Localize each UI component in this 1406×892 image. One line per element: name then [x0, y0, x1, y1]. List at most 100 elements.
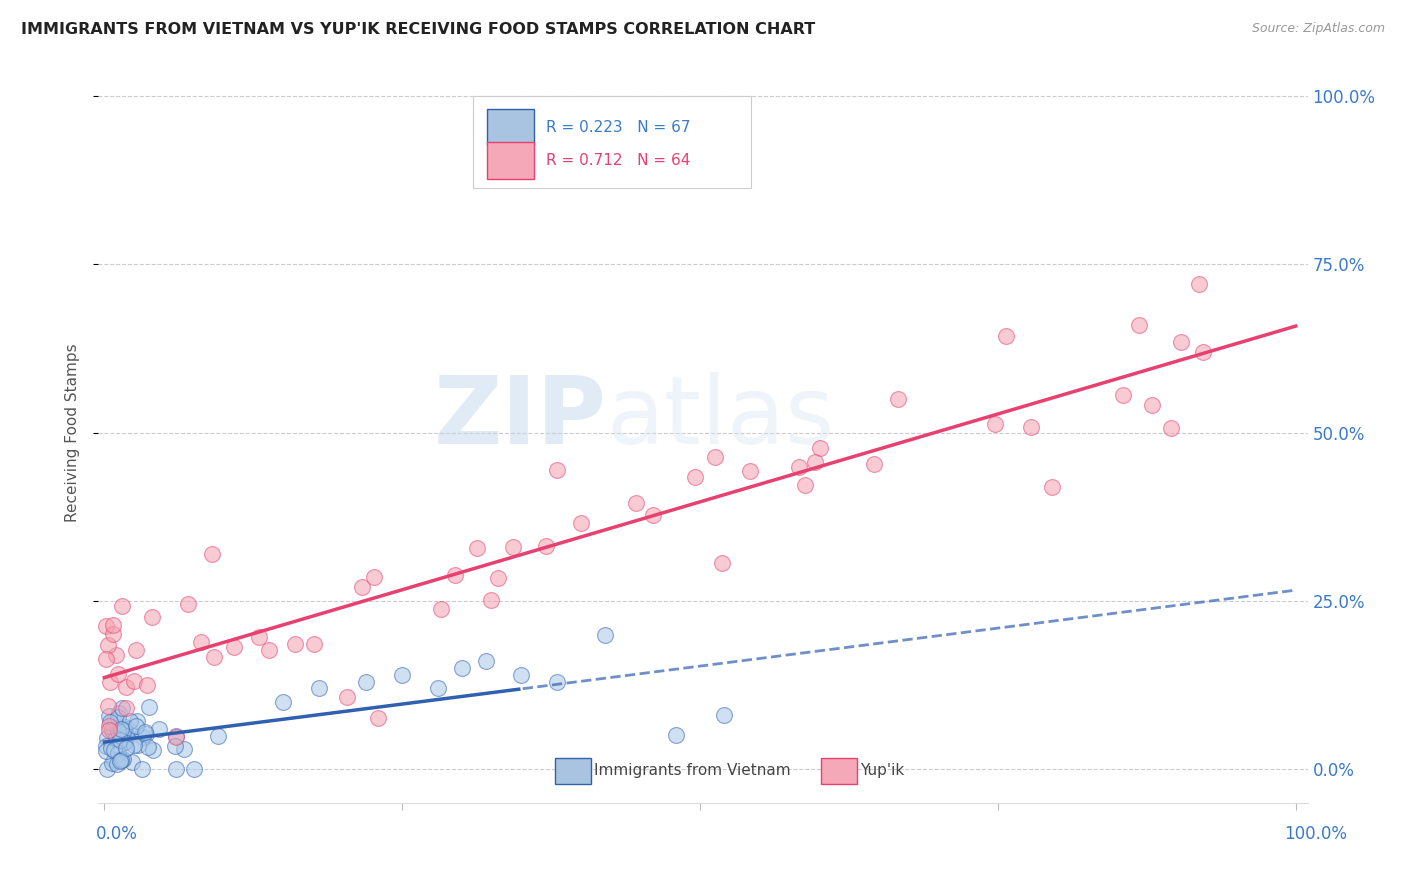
- Point: [115, 740, 138, 755]
- Point: [103, 753, 125, 767]
- Point: [105, 757, 128, 772]
- Point: [103, 743, 125, 757]
- Point: [107, 706, 129, 720]
- Point: [115, 727, 138, 741]
- Point: [110, 754, 132, 768]
- Point: [111, 701, 134, 715]
- Point: [787, 459, 810, 474]
- Point: [101, 627, 124, 641]
- Point: [665, 729, 688, 743]
- Point: [98, 723, 121, 737]
- Point: [569, 516, 592, 530]
- Text: R = 0.223   N = 67: R = 0.223 N = 67: [546, 120, 690, 135]
- Point: [1112, 388, 1135, 402]
- Point: [479, 592, 502, 607]
- Point: [117, 723, 139, 737]
- Point: [111, 599, 134, 613]
- Point: [98, 718, 121, 732]
- Point: [112, 735, 135, 749]
- Point: [131, 730, 153, 744]
- Point: [136, 678, 159, 692]
- Point: [474, 655, 496, 669]
- Point: [683, 470, 706, 484]
- Point: [308, 681, 330, 696]
- Point: [710, 556, 733, 570]
- Point: [127, 739, 149, 753]
- Point: [886, 392, 908, 406]
- Text: ZIP: ZIP: [433, 372, 606, 464]
- Point: [114, 720, 136, 734]
- Point: [247, 630, 270, 644]
- Point: [641, 508, 664, 523]
- Point: [450, 661, 472, 675]
- Point: [100, 756, 122, 771]
- Point: [1170, 334, 1192, 349]
- Point: [115, 701, 138, 715]
- Point: [1042, 480, 1064, 494]
- Point: [546, 462, 568, 476]
- Point: [118, 714, 141, 728]
- Point: [103, 714, 125, 728]
- Point: [104, 648, 127, 663]
- Point: [173, 741, 195, 756]
- Point: [125, 643, 148, 657]
- Point: [391, 668, 413, 682]
- FancyBboxPatch shape: [821, 758, 856, 783]
- Point: [624, 496, 647, 510]
- Point: [138, 699, 160, 714]
- Point: [96, 731, 118, 746]
- Text: 100.0%: 100.0%: [1284, 825, 1347, 843]
- Point: [127, 714, 149, 729]
- Point: [135, 727, 157, 741]
- Point: [107, 709, 129, 723]
- Point: [165, 729, 187, 743]
- Point: [111, 753, 134, 767]
- Point: [163, 739, 186, 754]
- Text: IMMIGRANTS FROM VIETNAM VS YUP'IK RECEIVING FOOD STAMPS CORRELATION CHART: IMMIGRANTS FROM VIETNAM VS YUP'IK RECEIV…: [21, 22, 815, 37]
- Point: [536, 539, 558, 553]
- Y-axis label: Receiving Food Stamps: Receiving Food Stamps: [65, 343, 80, 522]
- Point: [148, 722, 170, 736]
- Point: [112, 723, 135, 738]
- Point: [502, 540, 524, 554]
- Point: [1128, 318, 1150, 333]
- Point: [177, 598, 200, 612]
- FancyBboxPatch shape: [486, 143, 534, 178]
- Point: [704, 450, 727, 464]
- Point: [111, 752, 134, 766]
- Point: [593, 627, 616, 641]
- Point: [114, 723, 136, 737]
- Point: [1188, 277, 1211, 291]
- Point: [808, 441, 831, 455]
- Point: [104, 731, 127, 745]
- Point: [94, 619, 117, 633]
- Point: [271, 695, 294, 709]
- FancyBboxPatch shape: [486, 109, 534, 145]
- Text: Yup'ik: Yup'ik: [860, 764, 904, 779]
- Point: [465, 541, 488, 556]
- Point: [110, 722, 132, 736]
- Point: [510, 668, 533, 682]
- Point: [367, 711, 389, 725]
- Point: [1160, 421, 1182, 435]
- Point: [207, 730, 229, 744]
- FancyBboxPatch shape: [474, 95, 751, 188]
- Point: [1192, 344, 1215, 359]
- Point: [1142, 398, 1164, 412]
- Point: [190, 635, 212, 649]
- Point: [486, 571, 509, 585]
- Point: [110, 732, 132, 747]
- Point: [1019, 420, 1042, 434]
- Point: [426, 681, 449, 696]
- Point: [363, 569, 385, 583]
- Point: [222, 640, 245, 655]
- Point: [100, 740, 122, 755]
- Point: [131, 762, 153, 776]
- Point: [107, 667, 129, 681]
- Point: [97, 638, 120, 652]
- Point: [984, 417, 1007, 432]
- Point: [125, 718, 148, 732]
- Point: [110, 731, 132, 745]
- Point: [713, 708, 735, 723]
- Point: [202, 649, 225, 664]
